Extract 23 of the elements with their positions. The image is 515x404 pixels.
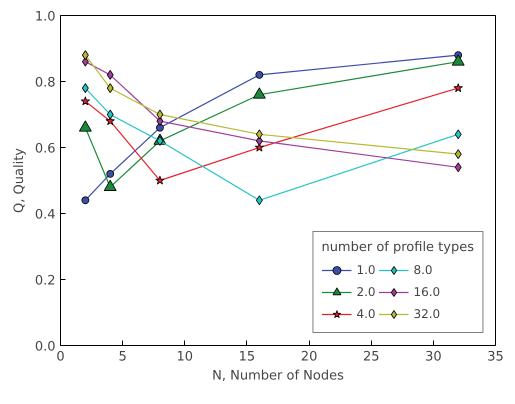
legend-label: 16.0 [413,285,440,299]
x-axis-title: N, Number of Nodes [212,368,344,384]
y-tick-label: 0.6 [34,142,56,156]
legend-label: 32.0 [413,307,440,321]
legend-label: 8.0 [413,263,434,277]
legend-label: 1.0 [356,263,376,277]
legend-label: 2.0 [356,285,376,299]
y-tick-label: 0.8 [34,76,56,90]
x-tick-label: 0 [56,350,65,364]
y-tick-label: 1.0 [34,10,56,24]
x-tick-label: 15 [238,350,256,364]
legend-title: number of profile types [321,240,474,255]
y-tick-label: 0.2 [34,274,56,288]
y-tick-label: 0.4 [34,208,56,222]
x-tick-label: 30 [425,350,442,364]
x-tick-label: 25 [362,350,380,364]
x-tick-label: 10 [176,350,194,364]
x-tick-label: 20 [300,350,318,364]
x-tick-label: 35 [487,350,504,364]
legend-label: 4.0 [356,307,376,321]
x-tick-label: 5 [118,350,127,364]
y-tick-label: 0.0 [34,340,56,354]
y-axis-title: Q, Quality [12,148,27,213]
